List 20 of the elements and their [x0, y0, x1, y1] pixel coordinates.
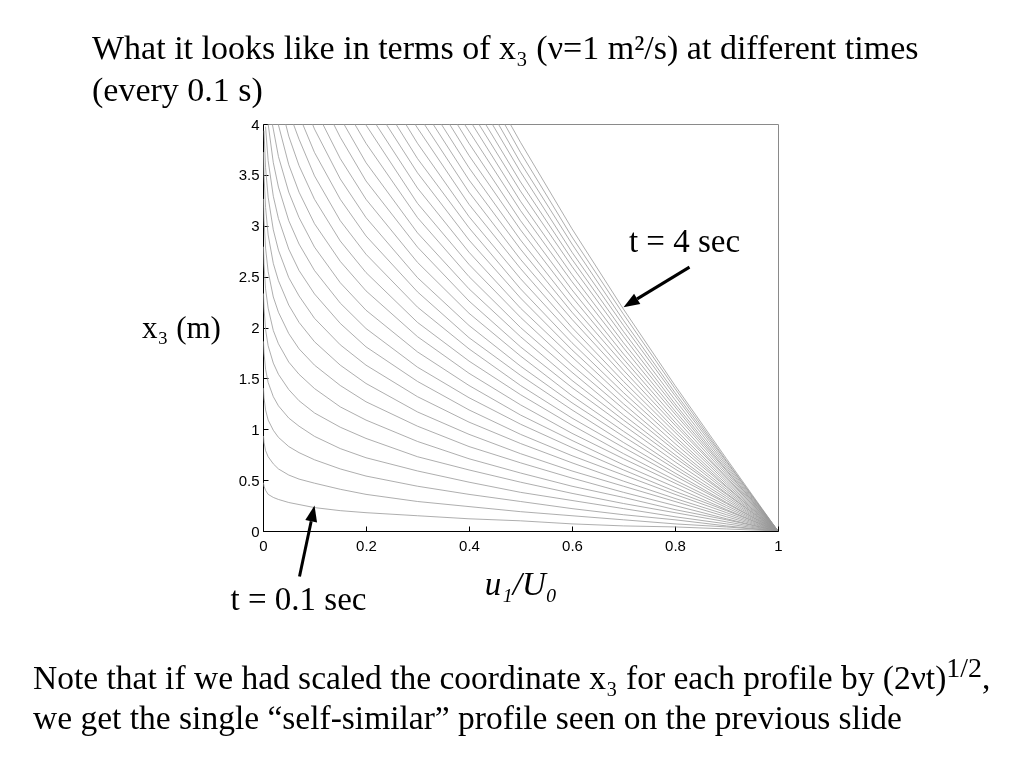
annotation: t = 0.1 sec [230, 580, 367, 617]
text: Note that if we had scaled the coordinate x₃ for each profile by (2νt)$^{1/2}$, we get the single “self-similar” profile seen on the previous slide [33, 652, 991, 737]
chart-title: What it looks like in terms of x₃ (ν=1 m²/s) at different times (every 0.1 s) [92, 28, 920, 110]
annotation: t = 4 sec [628, 222, 741, 259]
y-tick-label: 0.5 [238, 471, 260, 489]
y-tick-label: 1 [251, 420, 260, 438]
x-tick-label: 0.2 [356, 536, 377, 554]
y-tick-label: 3 [251, 217, 260, 235]
y-tick-label: 2.5 [238, 268, 260, 286]
y-axis-title: x₃ (m) [142, 309, 221, 345]
x-tick-label: 0.4 [459, 536, 480, 554]
y-tick-label: 0 [251, 522, 260, 540]
x-axis-title: u₁/U₀ [484, 565, 558, 602]
y-tick-label: 2 [251, 319, 260, 336]
x-tick-label: 0.8 [665, 536, 686, 554]
y-tick-label: 4 [251, 115, 260, 133]
y-tick-label: 3.5 [238, 166, 260, 184]
x-tick-label: 0.6 [562, 536, 583, 554]
x-tick-label: 1 [774, 536, 783, 554]
y-tick-label: 1.5 [238, 369, 260, 387]
